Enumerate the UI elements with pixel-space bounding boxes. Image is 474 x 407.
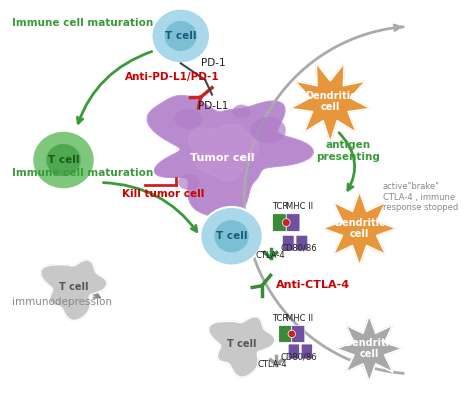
FancyBboxPatch shape bbox=[286, 214, 300, 231]
FancyBboxPatch shape bbox=[283, 235, 294, 251]
Text: Tumor cell: Tumor cell bbox=[191, 153, 255, 163]
FancyBboxPatch shape bbox=[288, 344, 300, 359]
Text: Dendritic
cell: Dendritic cell bbox=[334, 218, 385, 239]
Polygon shape bbox=[336, 315, 402, 382]
Text: MHC II: MHC II bbox=[286, 314, 313, 323]
Text: CD80/86: CD80/86 bbox=[281, 352, 317, 361]
Circle shape bbox=[283, 219, 290, 226]
Text: T cell: T cell bbox=[48, 155, 79, 165]
Text: TCR: TCR bbox=[272, 202, 288, 211]
Polygon shape bbox=[188, 124, 259, 181]
Text: CTLA-4: CTLA-4 bbox=[258, 360, 288, 369]
FancyBboxPatch shape bbox=[292, 326, 305, 342]
FancyBboxPatch shape bbox=[296, 235, 308, 251]
Text: Immune cell maturation: Immune cell maturation bbox=[12, 168, 153, 178]
Text: Kill tumor cell: Kill tumor cell bbox=[122, 189, 204, 199]
Text: PD-1: PD-1 bbox=[201, 58, 226, 68]
Text: T cell: T cell bbox=[216, 231, 247, 241]
Text: PD-L1: PD-L1 bbox=[198, 101, 228, 111]
FancyBboxPatch shape bbox=[301, 344, 312, 359]
Polygon shape bbox=[290, 63, 371, 142]
Text: Dendritic
cell: Dendritic cell bbox=[344, 338, 395, 359]
FancyBboxPatch shape bbox=[273, 214, 286, 231]
Ellipse shape bbox=[233, 105, 250, 118]
Ellipse shape bbox=[174, 109, 202, 129]
Text: active"brake"
CTLA-4 , immune
response stopped: active"brake" CTLA-4 , immune response s… bbox=[383, 182, 458, 212]
Text: Anti-CTLA-4: Anti-CTLA-4 bbox=[275, 280, 350, 290]
Ellipse shape bbox=[251, 117, 286, 143]
Ellipse shape bbox=[214, 220, 249, 252]
Text: TCR: TCR bbox=[272, 314, 288, 323]
Text: Anti-PD-L1/PD-1: Anti-PD-L1/PD-1 bbox=[125, 72, 219, 82]
Text: MHC II: MHC II bbox=[286, 202, 313, 211]
Text: CTLA-4: CTLA-4 bbox=[256, 251, 286, 260]
Text: immunodepression: immunodepression bbox=[12, 297, 112, 306]
Text: T cell: T cell bbox=[58, 282, 88, 292]
Ellipse shape bbox=[164, 21, 197, 51]
Ellipse shape bbox=[32, 131, 95, 189]
Polygon shape bbox=[322, 191, 397, 265]
Text: Immune cell maturation: Immune cell maturation bbox=[12, 18, 153, 28]
FancyBboxPatch shape bbox=[279, 326, 292, 342]
Ellipse shape bbox=[201, 207, 263, 265]
Text: T cell: T cell bbox=[227, 339, 256, 349]
Polygon shape bbox=[209, 317, 275, 377]
Polygon shape bbox=[147, 96, 313, 219]
Text: T cell: T cell bbox=[165, 31, 197, 41]
Ellipse shape bbox=[46, 144, 81, 176]
Text: antigen
presenting: antigen presenting bbox=[316, 140, 380, 162]
Ellipse shape bbox=[151, 9, 210, 63]
Text: Dendritic
cell: Dendritic cell bbox=[305, 91, 356, 112]
Text: CD80/86: CD80/86 bbox=[281, 244, 317, 253]
Circle shape bbox=[288, 330, 295, 338]
Ellipse shape bbox=[178, 174, 200, 190]
Polygon shape bbox=[41, 260, 107, 320]
